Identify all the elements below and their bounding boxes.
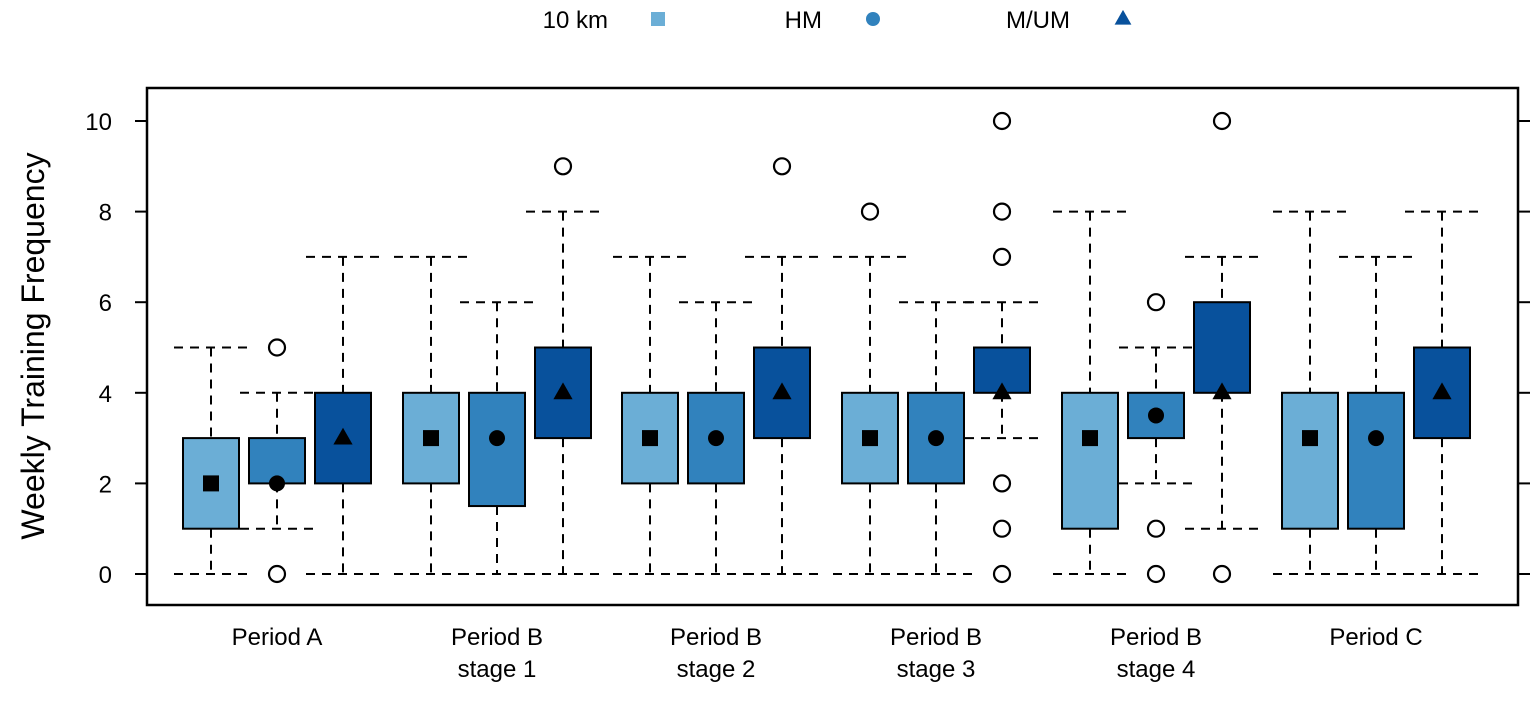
- box-hm: [1339, 255, 1413, 575]
- x-tick-label-line2: stage 1: [458, 656, 537, 683]
- box-mum: [965, 111, 1039, 584]
- median-triangle-marker: [553, 382, 573, 400]
- box-10km: [833, 202, 907, 575]
- outlier-point: [992, 519, 1012, 538]
- box-iqr: [182, 437, 240, 530]
- outlier-point: [1146, 519, 1166, 538]
- box-hm: [1119, 293, 1193, 584]
- box-iqr: [1061, 391, 1119, 530]
- y-tick-label: 6: [99, 290, 112, 317]
- median-circle-marker: [708, 430, 724, 447]
- median-circle-marker: [1148, 407, 1164, 424]
- x-tick-label: Period B: [451, 624, 543, 651]
- x-tick-label: Period B: [670, 624, 762, 651]
- legend-label: M/UM: [1006, 7, 1070, 34]
- outlier-point: [1146, 564, 1166, 584]
- outlier-point: [267, 338, 287, 357]
- legend-triangle-icon: [1114, 9, 1132, 25]
- median-square-marker: [1302, 430, 1318, 447]
- x-tick-label: Period C: [1329, 624, 1422, 651]
- box-mum: [745, 157, 819, 575]
- y-tick-label: 4: [99, 381, 112, 408]
- median-circle-marker: [269, 475, 285, 492]
- x-tick-label: Period A: [232, 624, 323, 651]
- outlier-point: [992, 202, 1012, 221]
- median-circle-marker: [928, 430, 944, 447]
- y-tick-label: 2: [99, 471, 112, 498]
- median-triangle-marker: [992, 382, 1012, 400]
- legend-label: HM: [785, 7, 822, 34]
- x-tick-label-line2: stage 4: [1117, 656, 1196, 683]
- boxes: [174, 111, 1479, 584]
- box-10km: [174, 346, 248, 575]
- outlier-point: [553, 157, 573, 176]
- y-axis-label: Weekly Training Frequency: [15, 152, 51, 539]
- y-tick-label: 10: [85, 109, 112, 136]
- box-10km: [1053, 210, 1127, 575]
- box-mum: [1405, 210, 1479, 575]
- box-mum: [306, 255, 380, 575]
- outlier-point: [1212, 564, 1232, 584]
- median-circle-marker: [1368, 430, 1384, 447]
- median-circle-marker: [489, 430, 505, 447]
- box-iqr: [1347, 391, 1405, 530]
- median-triangle-marker: [333, 427, 353, 445]
- outlier-point: [1212, 111, 1232, 131]
- outlier-point: [992, 474, 1012, 493]
- outlier-point: [992, 247, 1012, 266]
- median-square-marker: [1082, 430, 1098, 447]
- outlier-point: [1146, 293, 1166, 312]
- legend-label: 10 km: [543, 7, 608, 34]
- box-10km: [613, 255, 687, 575]
- box-hm: [240, 338, 314, 584]
- median-triangle-marker: [1432, 382, 1452, 400]
- outlier-point: [772, 157, 792, 176]
- box-mum: [526, 157, 600, 575]
- outlier-point: [860, 202, 880, 221]
- x-tick-label-line2: stage 2: [677, 656, 756, 683]
- y-tick-label: 8: [99, 200, 112, 227]
- y-axis: 0 2 4 6 8 10: [85, 109, 1530, 589]
- legend-square-icon: [651, 12, 665, 26]
- box-mum: [1185, 111, 1259, 584]
- box-iqr: [468, 391, 526, 508]
- outlier-point: [267, 564, 287, 584]
- median-square-marker: [642, 430, 658, 447]
- y-tick-label: 0: [99, 562, 112, 589]
- box-hm: [460, 301, 534, 575]
- box-hm: [679, 301, 753, 575]
- box-10km: [394, 255, 468, 575]
- box-iqr: [1193, 301, 1251, 394]
- median-triangle-marker: [1212, 382, 1232, 400]
- x-axis: Period A Period B stage 1 Period B stage 2 Pe…: [232, 624, 1423, 683]
- box-iqr: [1281, 391, 1339, 530]
- median-square-marker: [203, 475, 219, 492]
- box-hm: [899, 301, 973, 575]
- x-tick-label: Period B: [890, 624, 982, 651]
- plot-frame: [145, 86, 1520, 607]
- median-square-marker: [862, 430, 878, 447]
- box-10km: [1273, 210, 1347, 575]
- x-tick-label-line2: stage 3: [897, 656, 976, 683]
- outlier-point: [992, 111, 1012, 131]
- x-tick-label: Period B: [1110, 624, 1202, 651]
- legend: 10 km HM M/UM: [543, 7, 1132, 34]
- outlier-point: [992, 564, 1012, 584]
- median-triangle-marker: [772, 382, 792, 400]
- median-square-marker: [423, 430, 439, 447]
- legend-circle-icon: [866, 12, 880, 26]
